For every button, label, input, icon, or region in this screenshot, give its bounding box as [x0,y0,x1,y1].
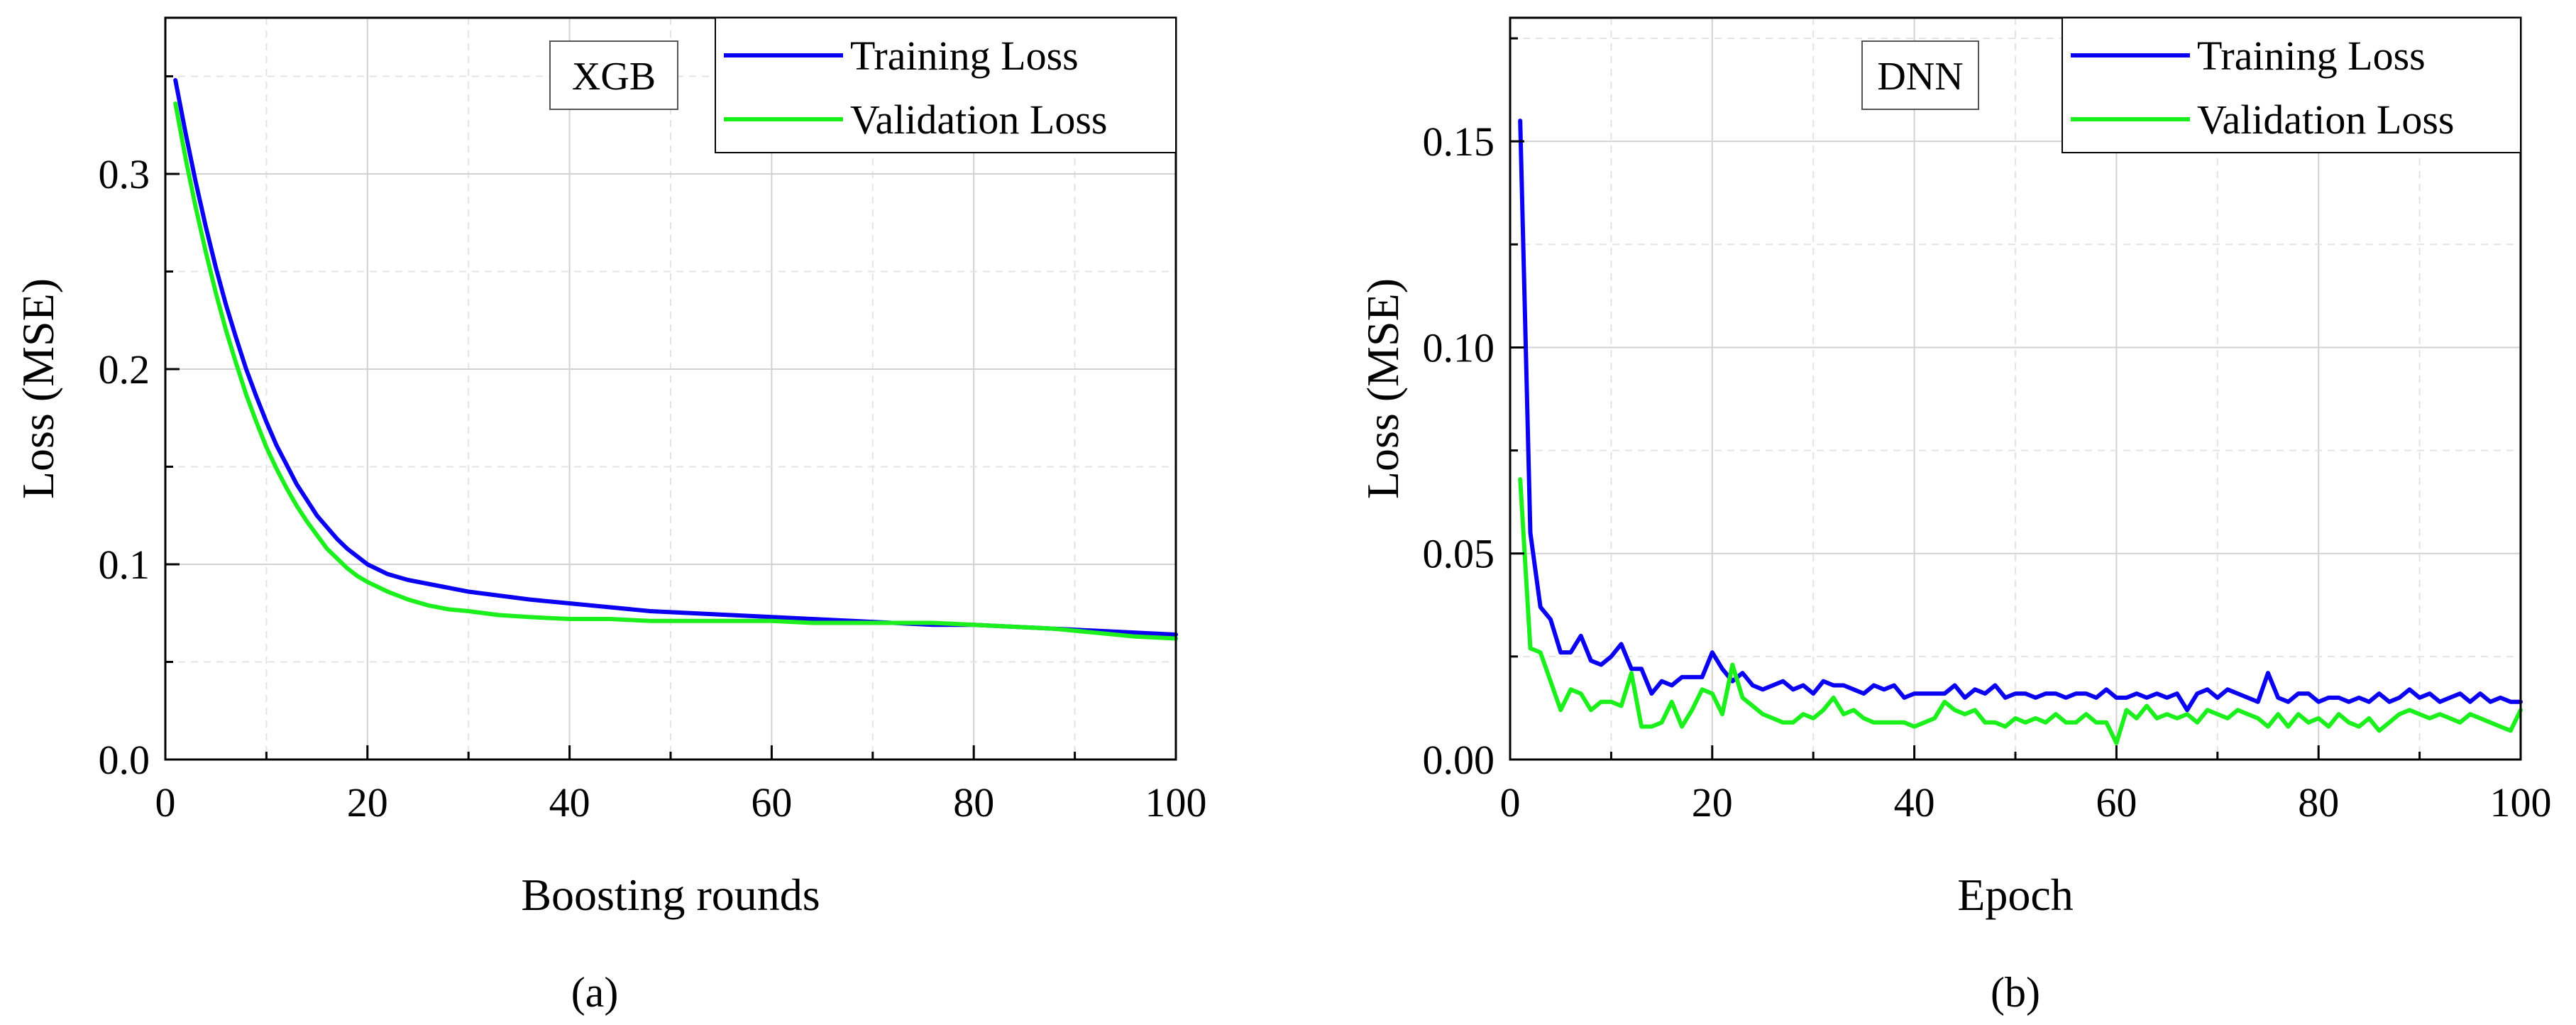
x-tick-label: 0 [1500,779,1521,826]
legend-box [2062,17,2521,153]
legend-label: Validation Loss [2197,97,2454,143]
y-axis-title: Loss (MSE) [13,278,63,499]
y-tick-label: 0.00 [1423,737,1495,783]
x-tick-label: 40 [1894,779,1935,826]
x-tick-label: 80 [953,779,994,826]
legend-label: Training Loss [850,33,1079,79]
series-line-training-loss [1518,119,2523,713]
panel-caption: (b) [1991,969,2040,1016]
series-line-validation-loss [173,102,1178,641]
x-tick-label: 60 [2096,779,2137,826]
legend-label: Validation Loss [850,97,1107,143]
y-tick-label: 0.05 [1423,531,1495,577]
y-tick-label: 0.15 [1423,119,1495,165]
chart-panel-a: 0 20 40 60 80 100 0.0 0.1 0.2 0.3 Boosting rounds L… [13,16,1207,1016]
y-tick-label: 0.2 [99,346,150,393]
x-tick-label: 60 [751,779,792,826]
legend: Training Loss Validation Loss [715,17,1177,153]
x-tick-label: 40 [549,779,590,826]
x-tick-label: 20 [347,779,388,826]
series-line-training-loss [173,78,1178,637]
model-tag-label: DNN [1877,55,1963,99]
x-axis-title: Epoch [1957,870,2074,920]
y-tick-label: 0.0 [99,737,150,783]
legend-label: Training Loss [2197,33,2426,79]
legend: Training Loss Validation Loss [2062,17,2521,153]
x-tick-label: 80 [2298,779,2339,826]
panel-caption: (a) [571,969,619,1016]
y-axis-title: Loss (MSE) [1358,278,1408,499]
x-tick-label: 100 [2490,779,2552,826]
model-tag-label: XGB [572,55,656,99]
y-tick-label: 0.10 [1423,324,1495,371]
y-tick-label: 0.1 [99,542,150,588]
legend-box [715,17,1177,153]
model-tag-box [549,40,678,110]
model-tag-box [1861,40,1979,110]
x-tick-label: 100 [1145,779,1207,826]
chart-panel-b: 0 20 40 60 80 100 0.00 0.05 0.10 0.15 Epoch Loss (M… [1358,16,2552,1016]
y-tick-label: 0.3 [99,151,150,197]
x-tick-label: 20 [1692,779,1733,826]
series-line-validation-loss [1518,477,2523,745]
x-tick-label: 0 [155,779,176,826]
x-axis-title: Boosting rounds [521,870,820,920]
